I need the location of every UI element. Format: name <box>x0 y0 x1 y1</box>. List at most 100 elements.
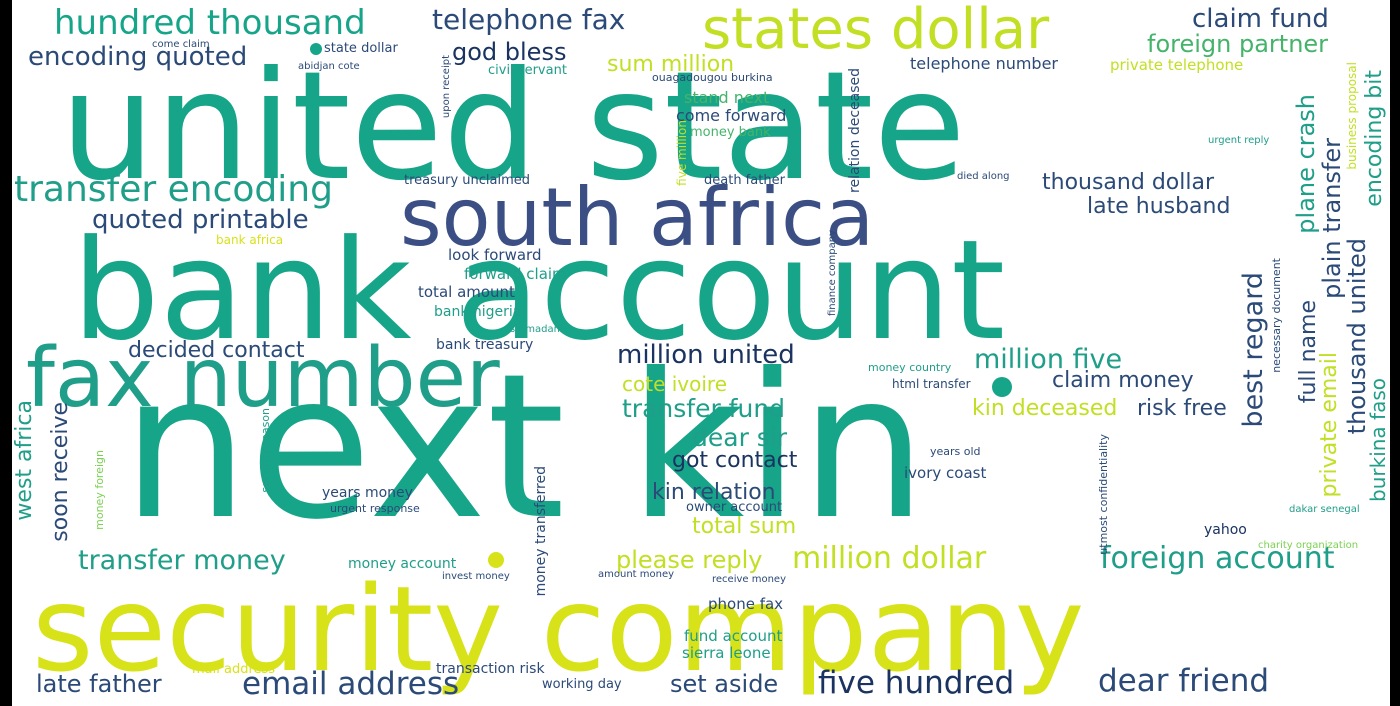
dot-2 <box>992 377 1012 397</box>
word-urgent-response: urgent response <box>330 502 420 515</box>
word-bank-account: bank account <box>72 210 1006 371</box>
word-civil-servant: civil servant <box>488 63 567 78</box>
word-forward-claim: forward claim <box>464 265 567 283</box>
word-ivory-coast: ivory coast <box>904 464 987 482</box>
word-come-forward: come forward <box>676 106 787 125</box>
word-private-email: private email <box>1317 352 1342 498</box>
word-got-contact: got contact <box>672 448 798 473</box>
word-dear-sir: dear sir <box>692 423 788 452</box>
word-dear-friend: dear friend <box>1098 663 1270 699</box>
word-kin-deceased: kin deceased <box>972 396 1118 421</box>
word-bank-africa: bank africa <box>216 233 284 247</box>
word-dakar-senegal: dakar senegal <box>1289 504 1360 515</box>
word-years-money: years money <box>322 485 413 501</box>
word-risk-free: risk free <box>1137 396 1227 421</box>
word-urgent-reply: urgent reply <box>1208 135 1270 146</box>
word-please-reply: please reply <box>616 546 763 574</box>
word-soon-receive: soon receive <box>48 402 73 542</box>
word-foreign-partner: foreign partner <box>1147 30 1329 58</box>
word-sir-madam: sir madam <box>510 324 564 335</box>
word-treasury-unclaimed: treasury unclaimed <box>404 173 531 188</box>
word-telephone-fax: telephone fax <box>432 3 626 36</box>
word-telephone-number: telephone number <box>910 54 1059 73</box>
word-sierra-leone: sierra leone <box>682 644 771 662</box>
word-decided-contact: decided contact <box>128 338 305 363</box>
word-plain-transfer: plain transfer <box>1318 138 1346 299</box>
word-million-dollar: million dollar <box>792 541 987 576</box>
word-south-africa: south africa <box>400 171 875 264</box>
word-working-day: working day <box>542 677 622 692</box>
word-total-amount: total amount <box>418 283 515 301</box>
word-next-kin: next kin <box>122 331 927 564</box>
word-state-dollar: state dollar <box>324 41 398 56</box>
word-quoted-printable: quoted printable <box>92 205 309 235</box>
word-receive-money: receive money <box>712 574 786 585</box>
word-transfer-fund: transfer fund <box>622 394 786 423</box>
word-united-state: united state <box>60 40 966 214</box>
word-come-claim: come claim <box>152 39 210 50</box>
word-states-dollar: states dollar <box>702 0 1050 62</box>
word-god-bless: god bless <box>452 38 567 66</box>
word-transfer-money: transfer money <box>78 545 286 576</box>
word-fund-account: fund account <box>684 627 783 645</box>
word-bank-treasury: bank treasury <box>436 337 534 353</box>
word-private-telephone: private telephone <box>1110 56 1244 74</box>
word-money-foreign: money foreign <box>93 450 106 530</box>
word-thousand-dollar: thousand dollar <box>1042 170 1214 195</box>
word-set-aside: set aside <box>670 670 779 698</box>
word-foreign-account: foreign account <box>1100 541 1335 576</box>
word-utmost-confidentiality: utmost confidentiality <box>1097 434 1110 555</box>
word-died-along: died along <box>957 171 1010 182</box>
word-business-proposal: business proposal <box>1345 62 1359 170</box>
word-owner-account: owner account <box>686 500 783 515</box>
word-mail-address: mail address <box>192 662 276 677</box>
word-five-million: five million <box>675 120 689 186</box>
word-money-bank: money bank <box>690 125 771 140</box>
word-encoding-bit: encoding bit <box>1362 70 1387 207</box>
word-late-husband: late husband <box>1087 194 1231 219</box>
word-ouagadougou-burkina: ouagadougou burkina <box>652 71 773 84</box>
word-upon-receipt: upon receipt <box>441 55 452 119</box>
word-bank-nigeria: bank nigeria <box>434 304 522 320</box>
word-cote-ivoire: cote ivoire <box>622 372 728 396</box>
word-money-country: money country <box>868 361 952 374</box>
word-years-old: years old <box>930 445 981 458</box>
word-claim-fund: claim fund <box>1192 4 1329 34</box>
word-million-united: million united <box>617 340 795 370</box>
word-look-forward: look forward <box>448 246 542 264</box>
dot-1 <box>310 43 322 55</box>
word-invest-money: invest money <box>442 571 510 582</box>
word-yahoo: yahoo <box>1204 522 1247 538</box>
word-west-africa: west africa <box>12 400 37 521</box>
word-claim-money: claim money <box>1052 368 1194 393</box>
word-late-father: late father <box>36 670 162 698</box>
word-email-address: email address <box>242 666 460 702</box>
word-charity-organization: charity organization <box>1258 540 1359 551</box>
word-transaction-risk: transaction risk <box>436 661 545 677</box>
word-amount-money: amount money <box>598 569 675 580</box>
word-total-sum: total sum <box>692 514 797 539</box>
word-million-five: million five <box>974 344 1123 375</box>
dot-3 <box>488 552 504 568</box>
word-best-regard: best regard <box>1238 272 1269 428</box>
word-money-transferred: money transferred <box>533 466 549 597</box>
word-sum-million: sum million <box>607 52 735 77</box>
word-stand-next: stand next <box>684 88 770 107</box>
word-death-father: death father <box>704 173 785 188</box>
word-fax-number: fax number <box>26 331 500 426</box>
word-kin-relation: kin relation <box>652 480 776 505</box>
word-phone-fax: phone fax <box>708 595 784 613</box>
word-cloud: united state bank account next kin secur… <box>12 0 1390 706</box>
word-five-hundred: five hundred <box>818 665 1015 701</box>
word-security-reason: security reason <box>259 408 272 493</box>
word-abidjan-cote: abidjan cote <box>298 61 360 72</box>
word-burkina-faso: burkina faso <box>1366 378 1390 502</box>
word-relation-deceased: relation deceased <box>847 68 863 193</box>
word-necessary-document: necessary document <box>1270 258 1283 373</box>
word-finance-company: finance company <box>827 230 838 317</box>
word-html-transfer: html transfer <box>892 377 971 391</box>
word-transfer-encoding: transfer encoding <box>14 169 333 210</box>
word-encoding-quoted: encoding quoted <box>28 42 248 72</box>
word-plane-crash: plane crash <box>1292 94 1320 234</box>
word-money-account: money account <box>348 556 457 572</box>
